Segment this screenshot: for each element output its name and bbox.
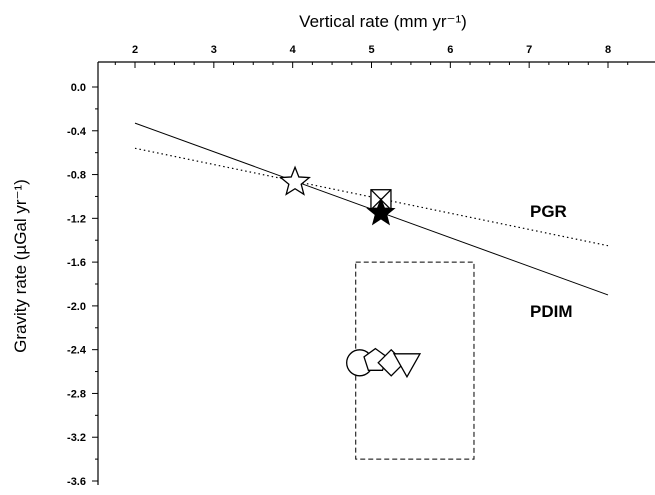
open-star-marker: [279, 165, 311, 196]
filled-star-marker: [366, 197, 396, 226]
y-tick-label: -3.2: [67, 432, 86, 444]
y-tick-label: -0.8: [67, 170, 86, 182]
y-axis-title: Gravity rate (µGal yr⁻¹): [11, 179, 30, 353]
pgr-label: PGR: [530, 202, 567, 221]
y-tick-label: -3.6: [67, 476, 86, 488]
x-tick-label: 4: [290, 44, 297, 56]
tick-labels: 2 3 4 5 6 7 8 0.0 -0.4 -0.8 -1.2 -1.6 -2.0 -2.4 -2.8 -3…: [67, 44, 611, 488]
pdim-label: PDIM: [530, 302, 573, 321]
y-tick-label: -2.8: [67, 388, 86, 400]
y-tick-label: -0.4: [67, 126, 87, 138]
y-tick-label: -1.2: [67, 213, 86, 225]
plot-area: PGR PDIM: [134, 122, 609, 460]
x-tick-label: 3: [211, 44, 217, 56]
axes: [97, 61, 655, 485]
x-tick-label: 7: [526, 44, 532, 56]
x-tick-label: 8: [605, 44, 611, 56]
y-tick-label: 0.0: [71, 82, 86, 94]
y-tick-label: -1.6: [67, 257, 86, 269]
x-tick-label: 6: [447, 44, 453, 56]
x-tick-label: 2: [132, 44, 138, 56]
y-tick-label: -2.4: [67, 345, 87, 357]
x-tick-label: 5: [368, 44, 374, 56]
triangle-down-marker: [392, 353, 422, 379]
y-tick-label: -2.0: [67, 301, 86, 313]
tick-marks: [92, 62, 629, 482]
x-axis-title: Vertical rate (mm yr⁻¹): [299, 12, 467, 31]
